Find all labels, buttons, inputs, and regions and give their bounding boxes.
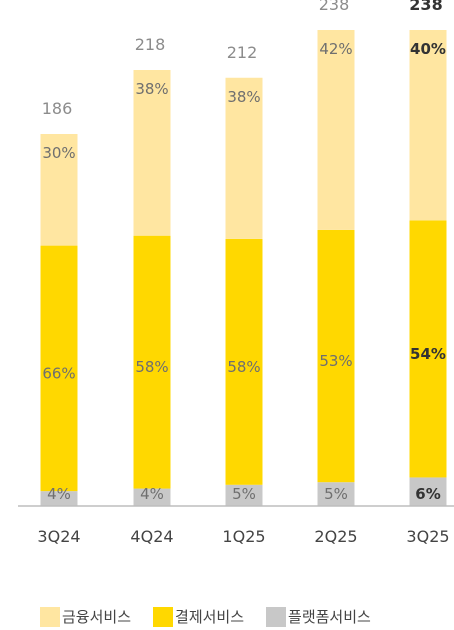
stacked-bar-chart: 4% 66% 30% 186 3Q24 4% 58% 38% 218 4Q24 5% 58% 38% 21…	[18, 0, 454, 546]
bar-결제서비스-3Q25	[409, 220, 447, 478]
category-label: 3Q24	[37, 527, 80, 546]
bar-금융서비스-1Q25	[225, 77, 263, 239]
legend-label: 플랫폼서비스	[288, 608, 371, 626]
category-label: 2Q25	[314, 527, 357, 546]
segment-label: 4%	[47, 485, 71, 503]
bar-결제서비스-2Q25	[317, 229, 355, 483]
total-label: 186	[42, 99, 73, 118]
legend-label: 금융서비스	[62, 608, 132, 626]
bar-금융서비스-2Q25	[317, 30, 355, 230]
segment-label: 42%	[319, 40, 352, 58]
segment-label: 53%	[319, 352, 352, 370]
legend-item: 결제서비스	[153, 606, 244, 627]
segment-label: 5%	[324, 485, 348, 503]
bar-금융서비스-3Q25	[409, 30, 447, 221]
bar-결제서비스-3Q24	[40, 245, 78, 492]
bar-플랫폼서비스-4Q24	[133, 488, 171, 506]
segment-label: 58%	[227, 358, 260, 376]
bar-플랫폼서비스-3Q25	[409, 477, 447, 506]
bar-결제서비스-1Q25	[225, 238, 263, 485]
legend-item: 플랫폼서비스	[266, 606, 371, 627]
bar-플랫폼서비스-1Q25	[225, 484, 263, 506]
legend: 금융서비스 결제서비스 플랫폼서비스	[40, 606, 371, 627]
segment-label: 38%	[135, 80, 168, 98]
bar-플랫폼서비스-3Q24	[40, 491, 78, 506]
category-label: 3Q25	[406, 527, 449, 546]
legend-swatch	[40, 606, 60, 627]
bar-결제서비스-4Q24	[133, 235, 171, 489]
segment-label: 30%	[42, 144, 75, 162]
legend-item: 금융서비스	[40, 606, 131, 627]
legend-swatch	[153, 606, 174, 627]
bar-금융서비스-4Q24	[133, 70, 171, 236]
segment-label: 6%	[415, 485, 440, 503]
segment-label: 58%	[135, 358, 168, 376]
bar-금융서비스-3Q24	[40, 134, 78, 246]
legend-swatch	[266, 606, 287, 627]
category-label: 1Q25	[222, 527, 265, 546]
segment-label: 54%	[410, 345, 446, 363]
segment-label: 5%	[232, 485, 256, 503]
segment-label: 40%	[410, 40, 446, 58]
category-label: 4Q24	[130, 527, 173, 546]
legend-label: 결제서비스	[175, 608, 245, 626]
total-label: 238	[409, 0, 442, 14]
total-label: 212	[227, 43, 258, 62]
segment-label: 38%	[227, 88, 260, 106]
total-label: 238	[319, 0, 350, 14]
segment-label: 66%	[42, 364, 75, 382]
segment-label: 4%	[140, 485, 164, 503]
total-label: 218	[135, 35, 166, 54]
bar-플랫폼서비스-2Q25	[317, 482, 355, 506]
